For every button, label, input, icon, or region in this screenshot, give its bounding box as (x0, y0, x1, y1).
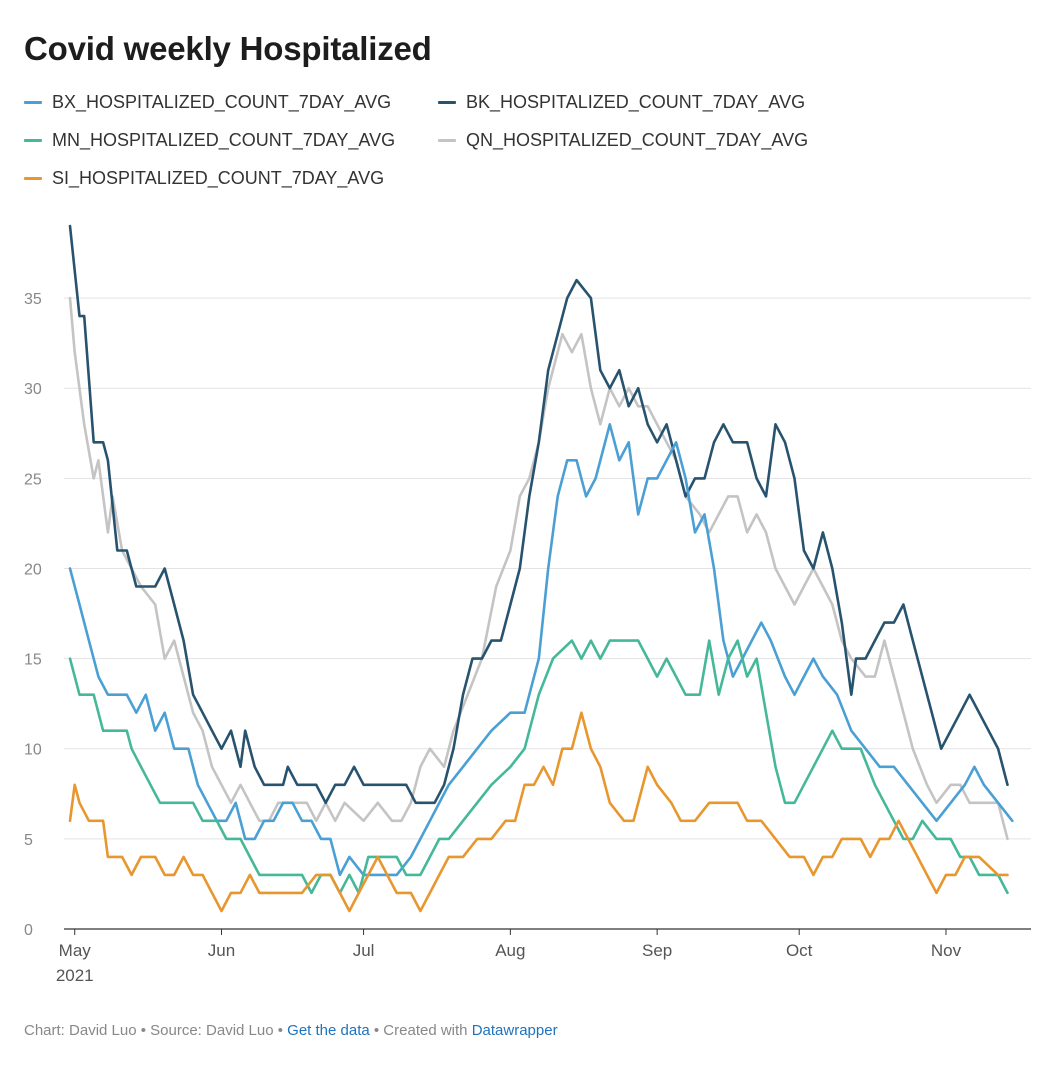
line-chart: 0 5 10 15 20 25 30 35 May 2021 Jun Jul Aug Sep Oct Nov (24, 224, 1031, 985)
legend-swatch-mn (24, 139, 42, 142)
legend-item-bx: BX_HOSPITALIZED_COUNT_7DAY_AVG (24, 92, 391, 113)
legend-swatch-bx (24, 101, 42, 104)
datawrapper-link[interactable]: Datawrapper (471, 1022, 558, 1039)
series-line-bk (68, 224, 1009, 805)
y-tick-label: 5 (24, 832, 33, 849)
x-tick-label: Jun (208, 941, 235, 960)
legend-item-si: SI_HOSPITALIZED_COUNT_7DAY_AVG (24, 168, 384, 189)
x-tick-label: Sep (642, 941, 672, 960)
legend-label-qn: QN_HOSPITALIZED_COUNT_7DAY_AVG (466, 130, 809, 150)
footer-separator: • (136, 1022, 151, 1039)
y-tick-label: 20 (24, 561, 42, 578)
footer-source: Source: David Luo (150, 1022, 274, 1039)
legend-label-mn: MN_HOSPITALIZED_COUNT_7DAY_AVG (52, 130, 396, 150)
x-tick-label: Aug (495, 941, 525, 960)
x-tick-sublabel: 2021 (56, 966, 94, 985)
x-tick-label: Oct (786, 941, 813, 960)
series-line-si (68, 711, 1009, 913)
legend-label-bk: BK_HOSPITALIZED_COUNT_7DAY_AVG (466, 92, 806, 112)
x-tick-label: May (59, 941, 92, 960)
chart-footer: Chart: David Luo • Source: David Luo • G… (24, 1022, 558, 1039)
legend-label-bx: BX_HOSPITALIZED_COUNT_7DAY_AVG (52, 92, 392, 112)
get-the-data-link[interactable]: Get the data (287, 1022, 370, 1039)
legend-swatch-qn (438, 139, 456, 142)
legend-label-si: SI_HOSPITALIZED_COUNT_7DAY_AVG (52, 168, 385, 188)
x-tick-label: Jul (353, 941, 375, 960)
y-tick-label: 0 (24, 922, 33, 939)
legend-item-mn: MN_HOSPITALIZED_COUNT_7DAY_AVG (24, 130, 395, 151)
y-tick-label: 25 (24, 471, 42, 488)
legend-swatch-si (24, 177, 42, 180)
x-tick-label: Nov (931, 941, 962, 960)
legend-swatch-bk (438, 101, 456, 104)
y-tick-label: 15 (24, 652, 42, 669)
chart-title: Covid weekly Hospitalized (24, 30, 432, 67)
series-line-bx (68, 423, 1014, 877)
footer-chart-credit: Chart: David Luo (24, 1022, 137, 1039)
legend-item-qn: QN_HOSPITALIZED_COUNT_7DAY_AVG (438, 130, 808, 151)
footer-created-with: • Created with (369, 1022, 472, 1039)
legend-item-bk: BK_HOSPITALIZED_COUNT_7DAY_AVG (438, 92, 805, 113)
y-tick-label: 10 (24, 742, 42, 759)
footer-separator: • (273, 1022, 288, 1039)
y-tick-label: 35 (24, 291, 42, 308)
y-tick-label: 30 (24, 381, 42, 398)
series-line-mn (68, 639, 1009, 895)
